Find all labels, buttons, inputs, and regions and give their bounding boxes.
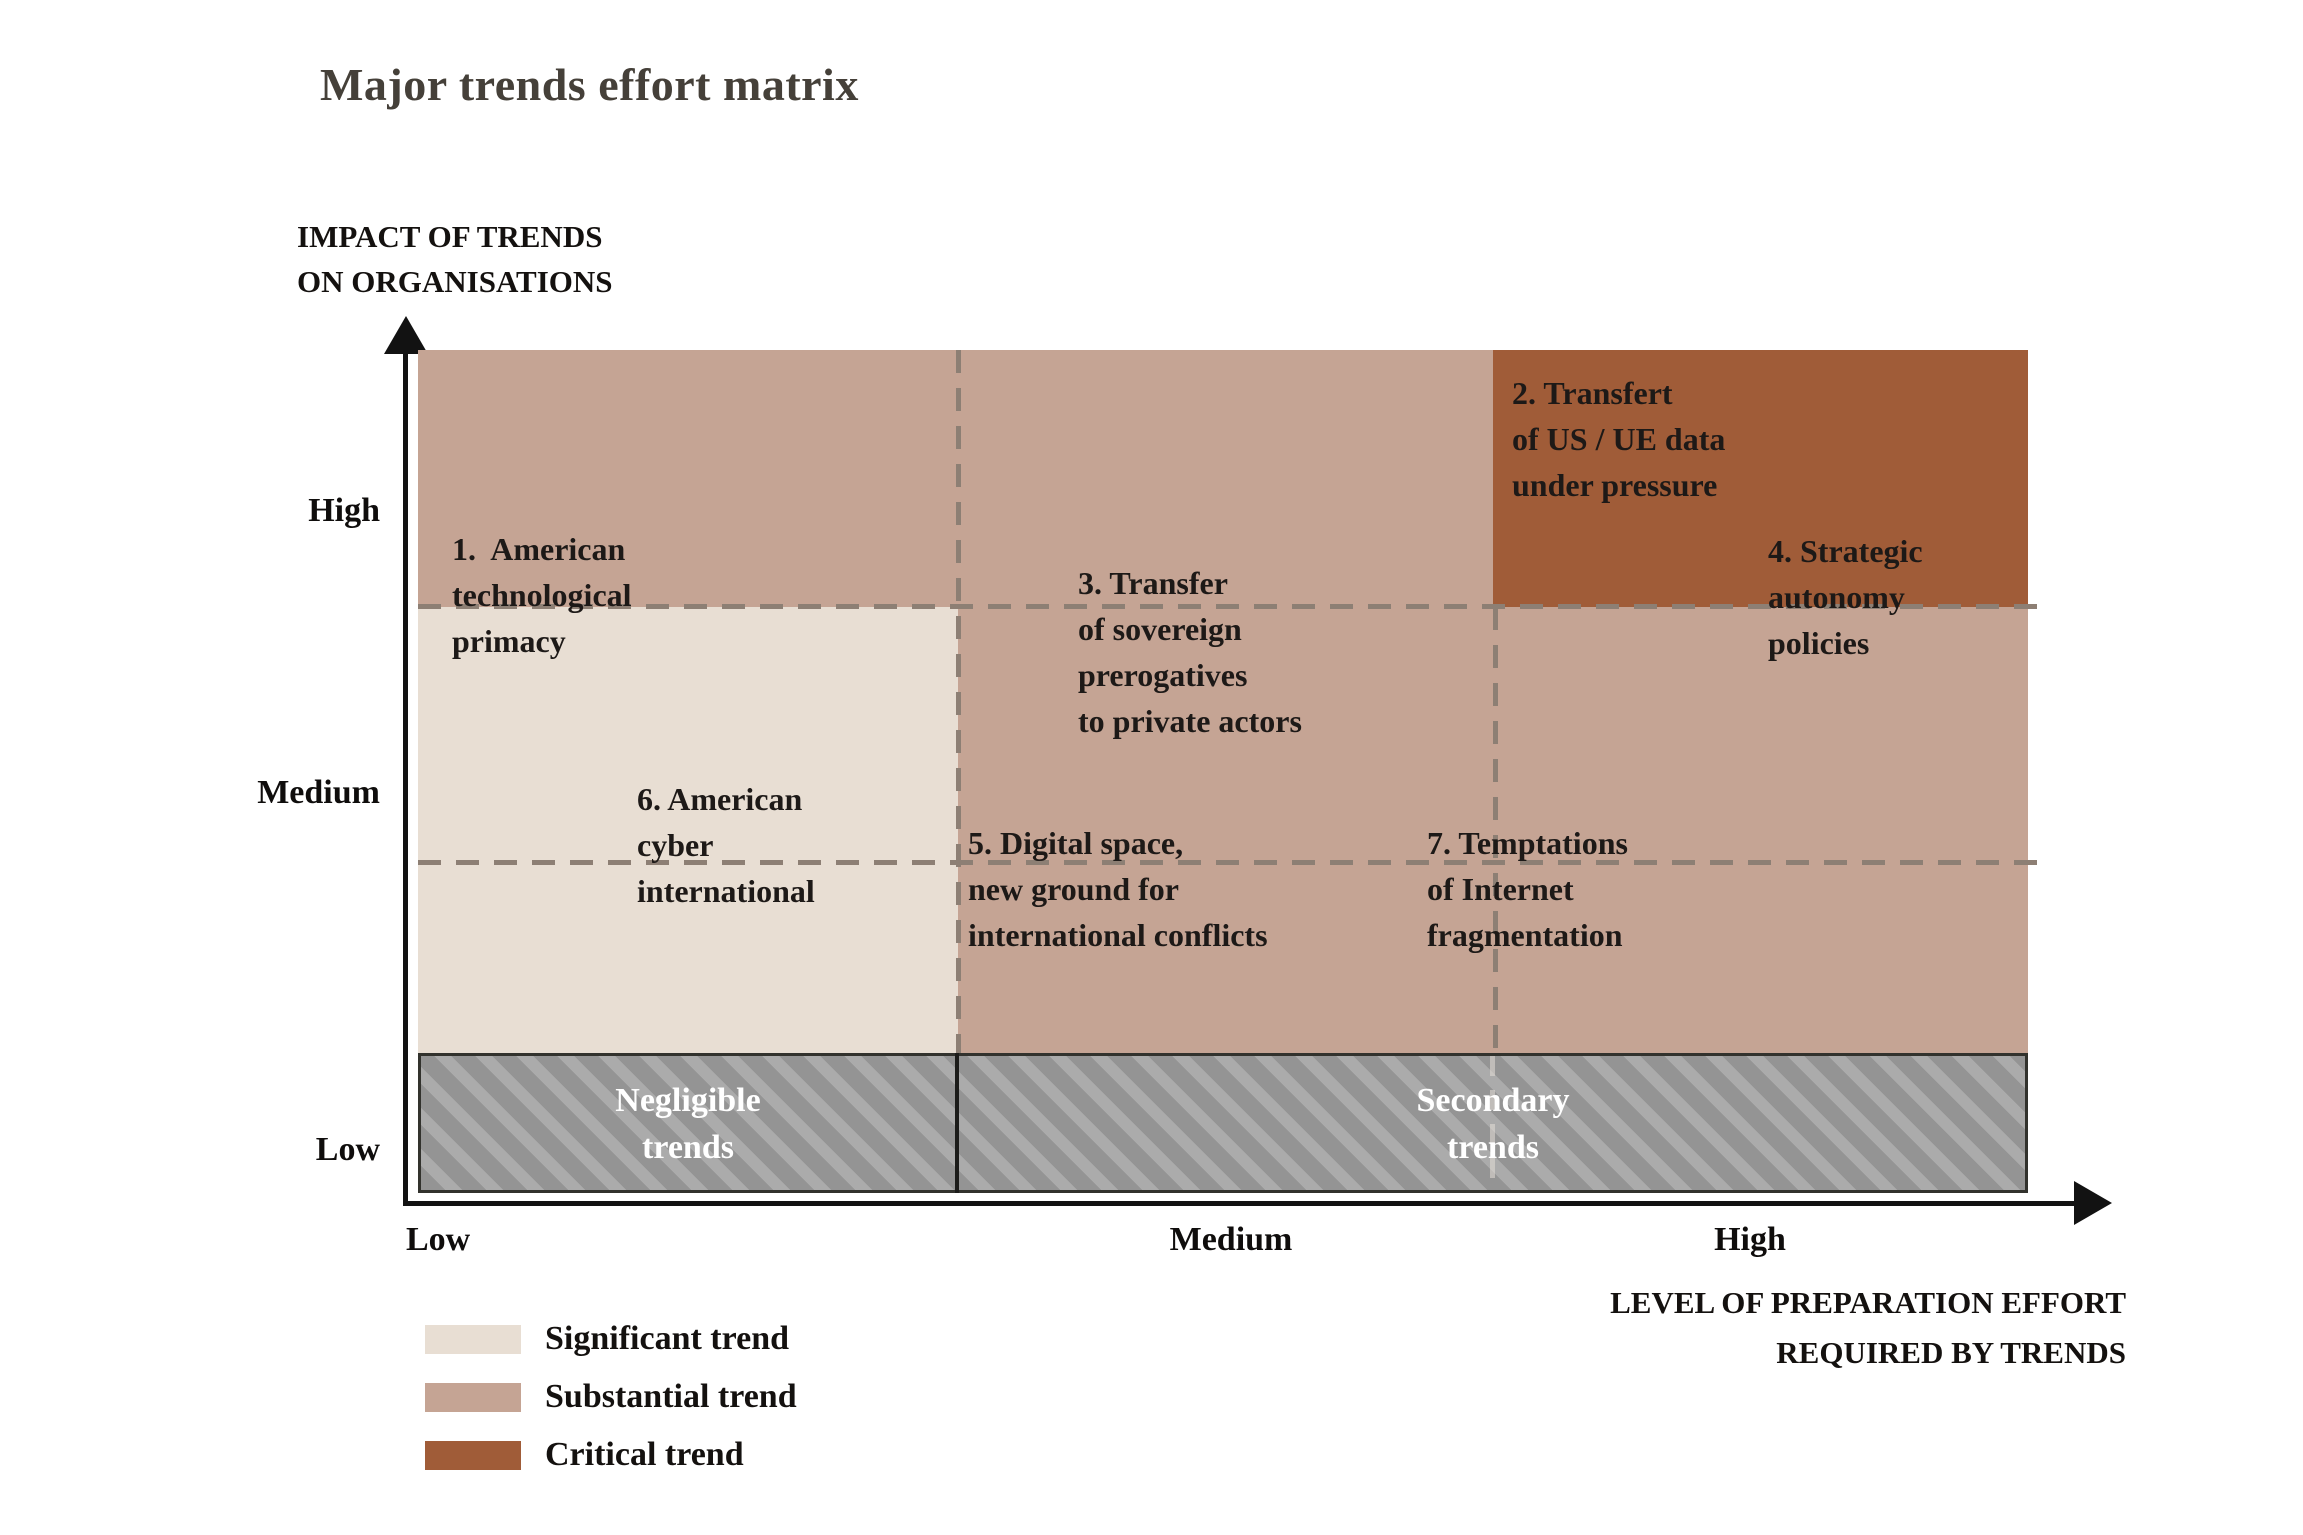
x-tick-medium: Medium [1169, 1221, 1293, 1258]
legend: Significant trend Substantial trend Crit… [425, 1320, 797, 1496]
item-line: cyber [637, 827, 714, 863]
matrix-item-5-digital-space-conflicts: 5. Digital space, new ground for interna… [968, 820, 1268, 958]
item-line: of sovereign [1078, 611, 1242, 647]
legend-swatch-critical [425, 1440, 521, 1470]
matrix-item-6-american-cyber-international: 6. American cyber international [637, 776, 815, 914]
item-line: to private actors [1078, 703, 1302, 739]
gridline-vertical-high [1493, 607, 1498, 1053]
y-axis-caption-line2: ON ORGANISATIONS [297, 264, 613, 299]
x-axis-caption-line1: LEVEL OF PREPARATION EFFORT [1610, 1285, 2126, 1320]
item-line: 5. Digital space, [968, 825, 1184, 861]
y-tick-high: High [308, 492, 380, 529]
y-tick-low: Low [315, 1131, 380, 1168]
band-negligible-line2: trends [642, 1129, 734, 1166]
band-label-secondary-trends: Secondary trends [958, 1077, 2028, 1171]
item-line: international conflicts [968, 917, 1268, 953]
item-line: 1. American [452, 531, 626, 567]
matrix-item-2-transfert-us-ue-data: 2. Transfert of US / UE data under press… [1512, 370, 1725, 508]
item-line: autonomy [1768, 579, 1905, 615]
band-secondary-line1: Secondary [1416, 1082, 1570, 1119]
item-line: 6. American [637, 781, 803, 817]
zone-critical-trend [1493, 350, 2028, 607]
legend-row-critical: Critical trend [425, 1436, 797, 1473]
matrix-item-4-strategic-autonomy-policies: 4. Strategic autonomy policies [1768, 528, 1923, 666]
band-negligible-line1: Negligible [615, 1082, 761, 1119]
band-divider-line [955, 1053, 959, 1193]
matrix-item-1-american-technological-primacy: 1. American technological primacy [452, 526, 632, 664]
item-line: international [637, 873, 815, 909]
item-line: prerogatives [1078, 657, 1248, 693]
matrix-item-3-transfer-sovereign-prerogatives: 3. Transfer of sovereign prerogatives to… [1078, 560, 1302, 744]
legend-label-substantial: Substantial trend [545, 1378, 797, 1415]
item-line: of US / UE data [1512, 421, 1726, 457]
legend-label-critical: Critical trend [545, 1436, 744, 1473]
x-tick-high: High [1714, 1221, 1786, 1258]
legend-row-substantial: Substantial trend [425, 1378, 797, 1415]
chart-title: Major trends effort matrix [320, 59, 859, 110]
x-axis-caption-line2: REQUIRED BY TRENDS [1776, 1335, 2126, 1370]
x-axis-arrow-icon [2074, 1181, 2112, 1225]
plot-area: Negligible trends Secondary trends 1. Am… [418, 350, 2046, 1193]
item-line: of Internet [1427, 871, 1574, 907]
item-line: fragmentation [1427, 917, 1623, 953]
item-line: 3. Transfer [1078, 565, 1228, 601]
low-impact-hatched-band [418, 1053, 2028, 1193]
x-tick-low: Low [406, 1221, 471, 1258]
zone-significant-trend [418, 607, 958, 1053]
item-line: primacy [452, 623, 566, 659]
legend-swatch-substantial [425, 1382, 521, 1412]
y-axis-line [403, 330, 408, 1206]
gridline-vertical-high-band [1490, 1056, 1495, 1190]
x-axis-caption: LEVEL OF PREPARATION EFFORT REQUIRED BY … [1400, 1278, 2126, 1378]
item-line: under pressure [1512, 467, 1718, 503]
matrix-item-7-temptations-internet-fragmentation: 7. Temptations of Internet fragmentation [1427, 820, 1628, 958]
legend-row-significant: Significant trend [425, 1320, 797, 1357]
item-line: 7. Temptations [1427, 825, 1628, 861]
item-line: new ground for [968, 871, 1179, 907]
band-label-negligible-trends: Negligible trends [418, 1077, 958, 1171]
y-axis-caption-line1: IMPACT OF TRENDS [297, 219, 603, 254]
item-line: policies [1768, 625, 1870, 661]
item-line: 4. Strategic [1768, 533, 1923, 569]
x-axis-line [403, 1201, 2079, 1206]
y-tick-medium: Medium [257, 774, 380, 811]
legend-label-significant: Significant trend [545, 1320, 790, 1357]
legend-swatch-significant [425, 1324, 521, 1354]
item-line: technological [452, 577, 632, 613]
y-axis-caption: IMPACT OF TRENDS ON ORGANISATIONS [297, 214, 613, 304]
gridline-horizontal-high [418, 604, 2046, 609]
item-line: 2. Transfert [1512, 375, 1673, 411]
y-axis-arrow-icon [384, 316, 428, 354]
band-secondary-line2: trends [1447, 1129, 1539, 1166]
gridline-horizontal-medium [418, 860, 2046, 865]
gridline-vertical-medium [956, 350, 961, 1053]
